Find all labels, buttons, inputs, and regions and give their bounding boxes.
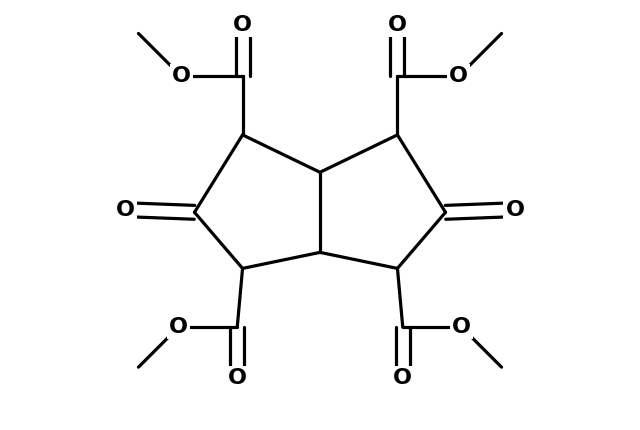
Text: O: O <box>228 368 247 388</box>
Text: O: O <box>449 66 468 86</box>
Text: O: O <box>172 66 191 86</box>
Text: O: O <box>233 15 252 35</box>
Text: O: O <box>169 317 188 337</box>
Text: O: O <box>388 15 407 35</box>
Text: O: O <box>116 200 134 220</box>
Text: O: O <box>506 200 524 220</box>
Text: O: O <box>393 368 412 388</box>
Text: O: O <box>452 317 471 337</box>
